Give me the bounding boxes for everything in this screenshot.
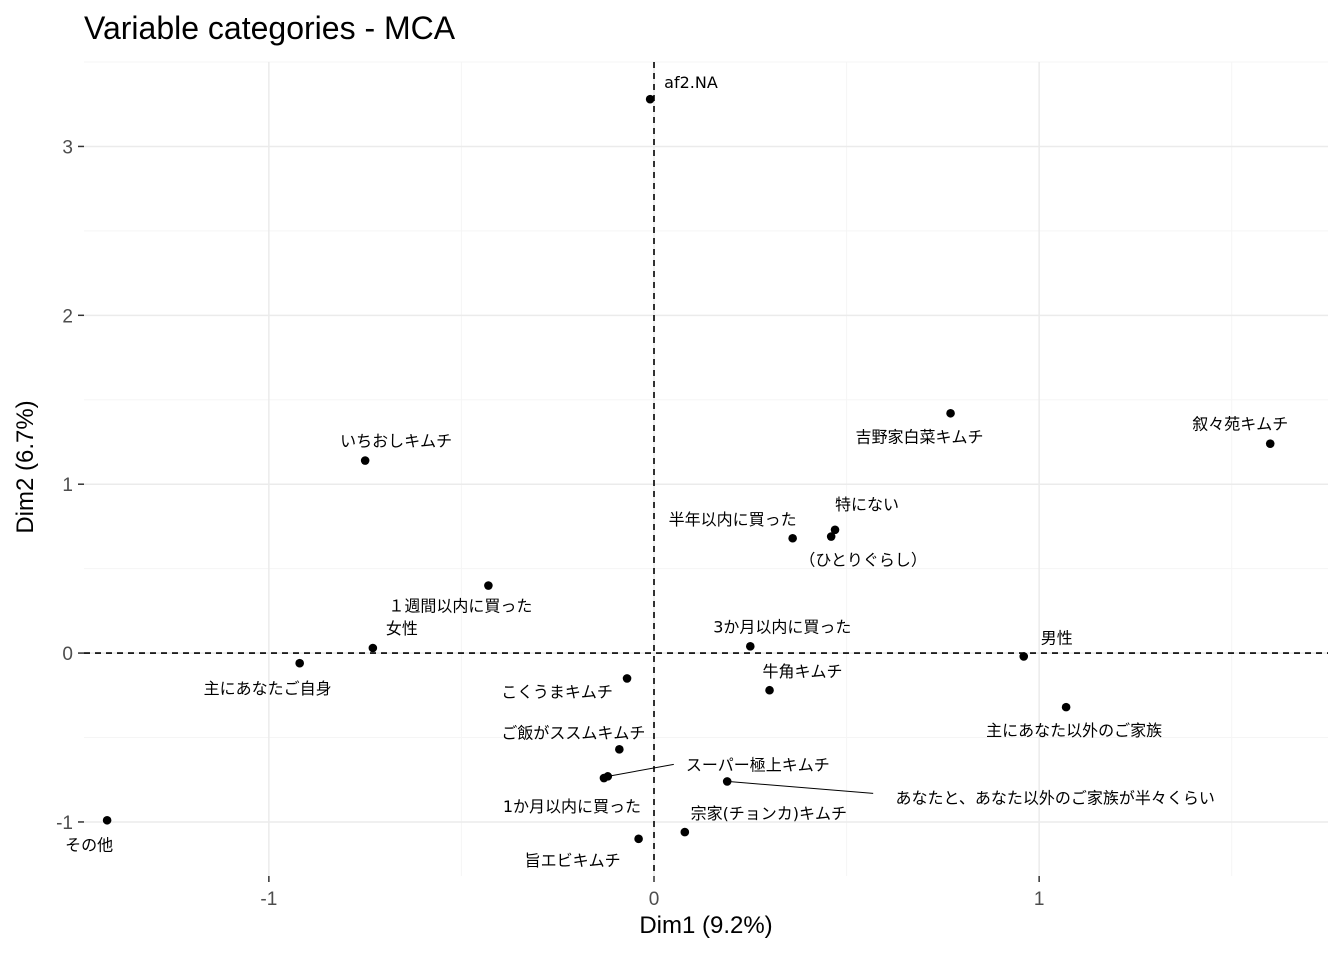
data-point [102, 815, 112, 825]
data-point [599, 773, 609, 783]
data-point [368, 643, 378, 653]
data-point [788, 533, 797, 543]
point-label: 牛角キムチ [763, 662, 843, 681]
point-label: 宗家(チョンカ)キムチ [691, 804, 848, 823]
point-label: 主にあなたご自身 [204, 679, 332, 698]
x-tick-label: -1 [260, 889, 277, 910]
data-point [830, 525, 840, 535]
y-tick-label: 1 [62, 475, 73, 496]
y-tick-label: 0 [62, 644, 73, 665]
point-label: 3か月以内に買った [713, 617, 851, 636]
point-label: 主にあなた以外のご家族 [986, 721, 1162, 740]
label-leader-line [727, 780, 874, 794]
data-point [826, 532, 836, 541]
data-point [946, 408, 955, 418]
data-point [1061, 702, 1071, 712]
point-label: 特にない [835, 495, 899, 514]
point-label: 半年以内に買った [669, 510, 797, 529]
data-point [745, 642, 755, 651]
data-point [484, 581, 493, 590]
data-point [295, 658, 304, 668]
point-label: その他 [65, 835, 113, 854]
x-tick-label: 0 [649, 889, 660, 910]
y-tick-label: 3 [62, 137, 73, 158]
point-label: （ひとりぐらし） [799, 551, 927, 570]
data-point [680, 827, 690, 837]
data-point [622, 674, 632, 683]
x-tick-label: 1 [1034, 889, 1045, 910]
reference-lines [84, 62, 1328, 876]
point-label: 吉野家白菜キムチ [856, 427, 984, 446]
point-label: 1か月以内に買った [503, 797, 641, 816]
x-axis-title: Dim1 (9.2%) [639, 912, 773, 939]
data-point [360, 456, 370, 465]
grid-lines [84, 61, 1328, 876]
point-label: 男性 [1041, 628, 1073, 647]
data-points [102, 94, 1275, 844]
point-label: af2.NA [664, 73, 718, 92]
y-tick-label: 2 [62, 306, 73, 327]
label-leader-line [607, 763, 674, 777]
point-label: 叙々苑キムチ [1192, 415, 1288, 434]
data-point [765, 685, 774, 695]
point-label: いちおしキムチ [340, 432, 452, 451]
data-point [1019, 652, 1029, 661]
chart-title: Variable categories - MCA [84, 10, 456, 46]
data-point [634, 834, 643, 844]
point-label: あなたと、あなた以外のご家族が半々くらい [895, 788, 1214, 807]
point-label: ご飯がススムキムチ [501, 723, 645, 742]
point-label: スーパー極上キムチ [686, 755, 830, 774]
data-point [615, 745, 624, 754]
point-label: こくうまキムチ [501, 682, 613, 701]
data-point [1265, 439, 1275, 448]
data-point [722, 777, 732, 786]
point-label: 旨エビキムチ [525, 851, 621, 870]
axes: -1 0 1 -1 0 1 2 3 [56, 137, 1044, 910]
data-point [645, 94, 655, 104]
point-label: １週間以内に買った [388, 597, 532, 616]
label-leader-lines [607, 763, 874, 794]
y-tick-label: -1 [56, 813, 73, 834]
point-label: 女性 [386, 619, 418, 638]
